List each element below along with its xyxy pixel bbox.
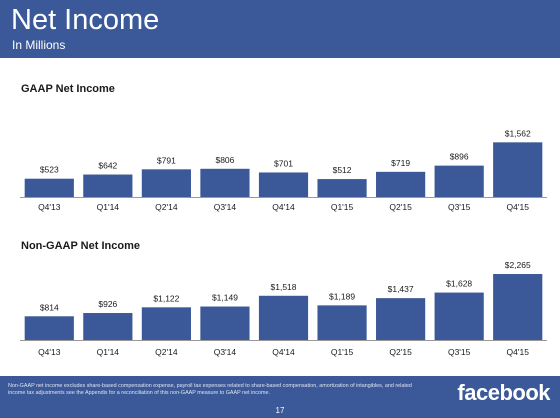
gaap-net-income-chart: $523 Q4'13 $642 Q1'14 $791 Q2'14 $806 Q3'14 $701… (20, 128, 547, 212)
gaap-data-label: $512 (333, 165, 352, 175)
non-gaap-bar (83, 313, 133, 340)
gaap-data-label: $791 (157, 155, 176, 165)
gaap-bar (317, 179, 367, 197)
gaap-tick-label: Q2'14 (155, 202, 178, 212)
gaap-data-label: $642 (98, 161, 117, 171)
page-number: 17 (275, 406, 285, 415)
gaap-bar (141, 169, 191, 197)
gaap-bar (200, 168, 250, 197)
gaap-data-label: $806 (215, 155, 234, 165)
gaap-tick-label: Q4'14 (272, 202, 295, 212)
non-gaap-net-income-chart: $814 Q4'13 $926 Q1'14 $1,122 Q2'14 $1,149 Q3'14… (20, 260, 547, 357)
gaap-tick-label: Q1'15 (331, 202, 354, 212)
non-gaap-bar (258, 295, 309, 340)
non-gaap-bar (200, 306, 250, 340)
footnote: Non-GAAP net income excludes share-based… (8, 383, 412, 396)
non-gaap-tick-label: Q1'15 (331, 347, 354, 357)
non-gaap-data-label: $1,437 (388, 284, 414, 294)
gaap-bar (83, 174, 133, 197)
gaap-tick-label: Q3'15 (448, 202, 471, 212)
non-gaap-bar (317, 305, 367, 340)
non-gaap-tick-label: Q4'15 (507, 347, 530, 357)
non-gaap-bar (493, 274, 543, 340)
non-gaap-data-label: $926 (98, 299, 117, 309)
page-title: Net Income (11, 4, 160, 36)
gaap-data-label: $1,562 (505, 128, 531, 138)
facebook-logo: facebook (457, 380, 550, 405)
gaap-bar (258, 172, 309, 197)
gaap-tick-label: Q4'13 (38, 202, 61, 212)
gaap-bar (493, 142, 543, 197)
non-gaap-data-label: $2,265 (505, 260, 531, 270)
gaap-data-label: $896 (450, 152, 469, 162)
gaap-tick-label: Q4'15 (507, 202, 530, 212)
gaap-data-label: $719 (391, 158, 410, 168)
header-banner: Net Income In Millions (0, 0, 560, 58)
non-gaap-tick-label: Q3'15 (448, 347, 471, 357)
gaap-chart-title: GAAP Net Income (21, 83, 115, 95)
non-gaap-data-label: $1,518 (271, 282, 297, 292)
page-subtitle: In Millions (12, 38, 66, 52)
gaap-bar (24, 178, 74, 197)
non-gaap-tick-label: Q1'14 (97, 347, 120, 357)
non-gaap-tick-label: Q4'14 (272, 347, 295, 357)
gaap-bar (376, 171, 426, 197)
non-gaap-data-label: $1,628 (446, 279, 472, 289)
gaap-data-label: $701 (274, 158, 293, 168)
gaap-tick-label: Q1'14 (97, 202, 120, 212)
footer-banner: Non-GAAP net income excludes share-based… (0, 376, 560, 418)
non-gaap-bar (24, 316, 74, 340)
non-gaap-bar (141, 307, 191, 340)
non-gaap-data-label: $814 (40, 302, 59, 312)
gaap-tick-label: Q2'15 (389, 202, 412, 212)
non-gaap-data-label: $1,189 (329, 291, 355, 301)
non-gaap-chart-title: Non-GAAP Net Income (21, 240, 140, 252)
gaap-bar (434, 165, 484, 197)
non-gaap-tick-label: Q4'13 (38, 347, 61, 357)
non-gaap-data-label: $1,149 (212, 293, 238, 303)
non-gaap-tick-label: Q3'14 (214, 347, 237, 357)
gaap-tick-label: Q3'14 (214, 202, 237, 212)
non-gaap-tick-label: Q2'15 (389, 347, 412, 357)
non-gaap-bar (434, 292, 484, 340)
non-gaap-data-label: $1,122 (153, 293, 179, 303)
non-gaap-tick-label: Q2'14 (155, 347, 178, 357)
non-gaap-bar (376, 298, 426, 340)
gaap-data-label: $523 (40, 165, 59, 175)
